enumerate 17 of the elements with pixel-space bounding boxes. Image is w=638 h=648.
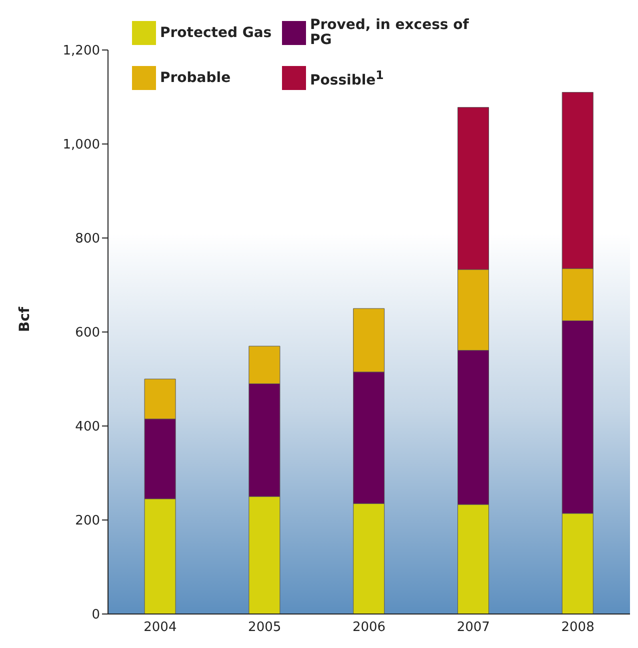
y-axis-title: Bcf: [16, 306, 33, 332]
y-tick-label: 200: [75, 514, 100, 529]
y-tick-label: 1,200: [62, 44, 100, 59]
y-tick-label: 1,000: [62, 138, 100, 153]
y-tick-label: 0: [92, 608, 100, 623]
y-tick-label: 800: [75, 232, 100, 247]
x-tick-label: 2004: [144, 620, 177, 636]
x-tick-label: 2005: [248, 620, 282, 636]
y-tick-label: 600: [75, 326, 100, 341]
x-tick-label: 2007: [456, 620, 490, 636]
legend-label: Protected Gas: [160, 24, 272, 40]
legend-label: Possible$^{1}$: [310, 68, 385, 88]
y-tick-label: 400: [75, 420, 100, 435]
x-tick-label: 2008: [561, 620, 594, 636]
legend-label: Proved, in excess of PG: [310, 17, 470, 48]
legend-label: Probable: [160, 70, 232, 86]
x-tick-label: 2006: [352, 620, 386, 636]
